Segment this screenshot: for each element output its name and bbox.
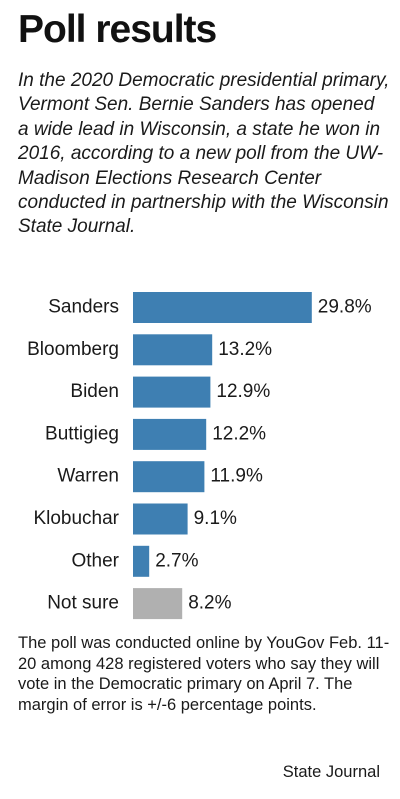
value-label-klobuchar: 9.1% (194, 508, 237, 529)
bar-buttigieg (133, 418, 207, 450)
bar-bloomberg (133, 334, 213, 366)
category-label-sanders: Sanders (48, 297, 119, 318)
value-label-not-sure: 8.2% (188, 593, 231, 614)
bar-not-sure (133, 588, 183, 620)
bar-biden (133, 376, 211, 408)
source-credit: State Journal (282, 763, 380, 781)
chart-title: Poll results (18, 8, 217, 51)
bar-sanders (133, 292, 312, 323)
value-label-bloomberg: 13.2% (218, 339, 272, 360)
value-label-other: 2.7% (155, 550, 198, 571)
category-label-other: Other (71, 550, 119, 571)
value-label-warren: 11.9% (210, 466, 263, 487)
value-label-sanders: 29.8% (318, 297, 372, 318)
category-label-klobuchar: Klobuchar (33, 508, 119, 529)
chart-subtitle: In the 2020 Democratic presidential prim… (18, 70, 390, 238)
value-label-biden: 12.9% (216, 381, 270, 402)
category-label-bloomberg: Bloomberg (27, 339, 119, 360)
category-label-biden: Biden (70, 381, 119, 402)
horizontal-bar-chart: Sanders 29.8% Bloomberg 13.2% Biden 12.9% Butt… (27, 292, 372, 620)
category-label-warren: Warren (57, 466, 119, 487)
category-label-not-sure: Not sure (47, 593, 119, 614)
bar-other (133, 545, 150, 577)
category-label-buttigieg: Buttigieg (45, 423, 119, 444)
value-label-buttigieg: 12.2% (212, 423, 266, 444)
bar-klobuchar (133, 503, 188, 535)
bar-warren (133, 461, 205, 493)
methodology-note: The poll was conducted online by YouGov … (18, 634, 390, 714)
